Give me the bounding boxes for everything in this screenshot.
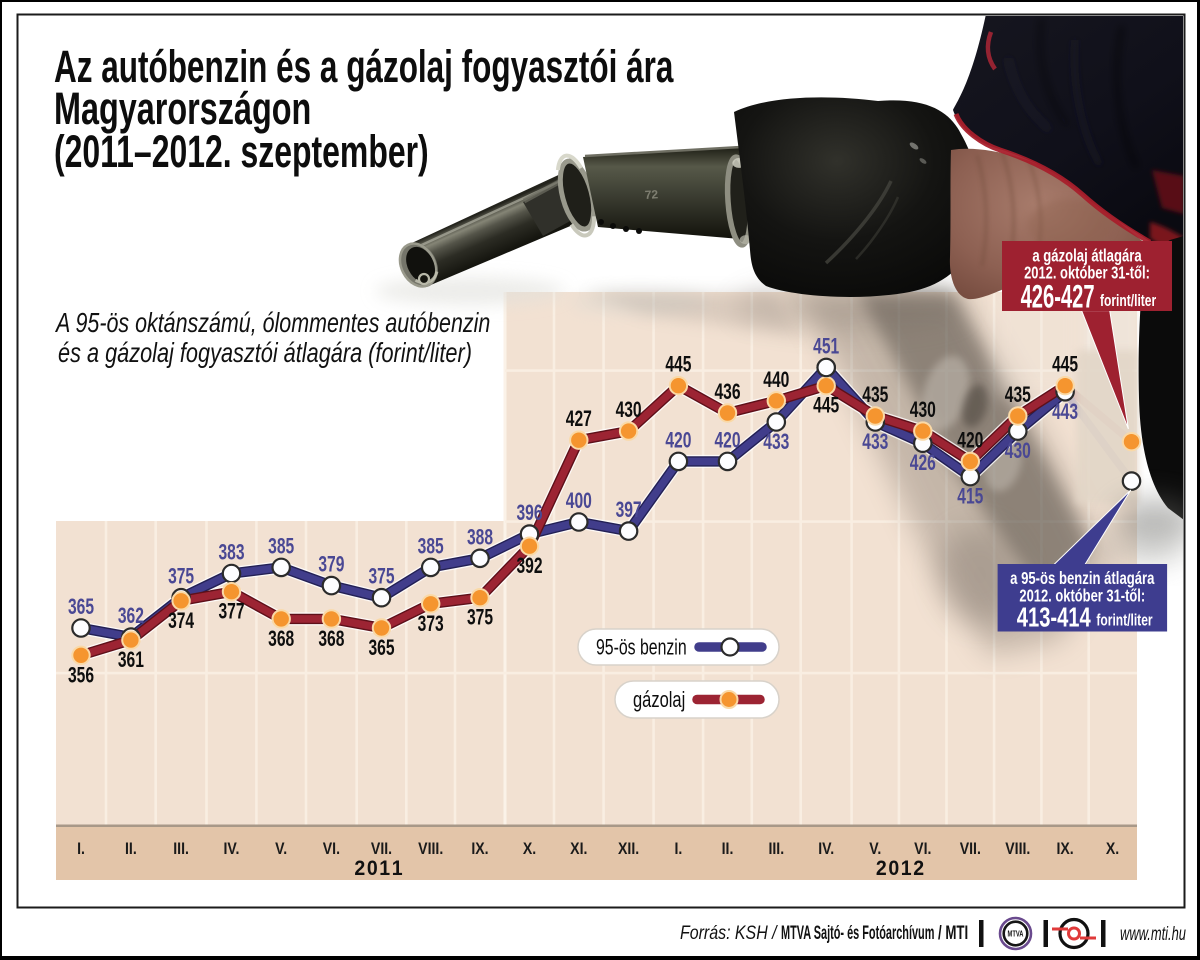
svg-text:435: 435 <box>862 384 888 408</box>
svg-text:388: 388 <box>467 526 493 550</box>
svg-text:445: 445 <box>813 394 839 418</box>
svg-text:433: 433 <box>862 431 888 455</box>
svg-text:III.: III. <box>768 840 784 858</box>
svg-text:95-ös benzin: 95-ös benzin <box>596 636 687 660</box>
svg-text:2012. október 31-től:: 2012. október 31-től: <box>1019 587 1145 606</box>
svg-text:377: 377 <box>218 600 244 624</box>
svg-text:2 0 1 1: 2 0 1 1 <box>354 857 402 880</box>
svg-text:375: 375 <box>368 565 394 589</box>
svg-text:a 95-ös benzin átlagára: a 95-ös benzin átlagára <box>1010 569 1155 588</box>
svg-text:368: 368 <box>318 627 344 651</box>
svg-text:I.: I. <box>77 840 85 858</box>
svg-text:420: 420 <box>714 429 740 453</box>
svg-text:445: 445 <box>1052 353 1078 377</box>
svg-text:II.: II. <box>125 840 137 858</box>
svg-text:III.: III. <box>173 840 189 858</box>
svg-text:MTVA Sajtó- és Fotóarchívum: MTVA Sajtó- és Fotóarchívum <box>781 923 934 944</box>
svg-text:IX.: IX. <box>471 840 488 858</box>
svg-text:392: 392 <box>516 555 542 579</box>
svg-text:MTVA: MTVA <box>1008 931 1024 939</box>
svg-text:gázolaj: gázolaj <box>633 688 685 713</box>
svg-text:VIII.: VIII. <box>1005 840 1030 858</box>
svg-text:433: 433 <box>763 431 789 455</box>
svg-text:443: 443 <box>1052 400 1078 424</box>
svg-text:374: 374 <box>168 609 194 633</box>
svg-text:II.: II. <box>722 840 734 858</box>
svg-text:373: 373 <box>418 612 444 636</box>
svg-text:435: 435 <box>1005 384 1031 408</box>
svg-text:361: 361 <box>118 649 144 673</box>
svg-text:420: 420 <box>665 429 691 453</box>
svg-text:375: 375 <box>168 565 194 589</box>
svg-text:400: 400 <box>566 490 592 514</box>
svg-text:és a gázolaj fogyasztói átlagá: és a gázolaj fogyasztói átlagára (forint… <box>58 339 472 369</box>
svg-text:356: 356 <box>68 664 94 688</box>
svg-text:(2011–2012. szeptember): (2011–2012. szeptember) <box>54 128 429 178</box>
svg-text:365: 365 <box>68 596 94 620</box>
svg-text:397: 397 <box>616 499 642 523</box>
svg-text:365: 365 <box>368 637 394 661</box>
svg-text:368: 368 <box>268 627 294 651</box>
svg-text:X.: X. <box>1106 840 1119 858</box>
svg-text:445: 445 <box>665 353 691 377</box>
svg-text:375: 375 <box>467 606 493 630</box>
svg-text:VI.: VI. <box>914 840 931 858</box>
svg-text:72: 72 <box>644 187 658 202</box>
svg-text:Forrás: KSH /: Forrás: KSH / <box>680 922 779 944</box>
svg-text:XII.: XII. <box>618 840 639 858</box>
svg-text:413-414: 413-414 <box>1017 602 1091 633</box>
svg-text:XI.: XI. <box>570 840 587 858</box>
svg-text:430: 430 <box>616 399 642 423</box>
svg-text:A 95-ös oktánszámú, ólommentes: A 95-ös oktánszámú, ólommentes autóbenzi… <box>54 309 490 339</box>
svg-text:415: 415 <box>957 485 983 509</box>
svg-text:V.: V. <box>869 840 881 858</box>
svg-text:379: 379 <box>318 553 344 577</box>
svg-text:/ MTI: / MTI <box>938 923 968 944</box>
svg-text:Az autóbenzin és a gázolaj fog: Az autóbenzin és a gázolaj fogyasztói ár… <box>54 43 674 93</box>
svg-text:396: 396 <box>516 502 542 526</box>
svg-text:forint/liter: forint/liter <box>1096 612 1152 630</box>
svg-text:426: 426 <box>910 452 936 476</box>
svg-text:436: 436 <box>714 381 740 405</box>
svg-text:forint/liter: forint/liter <box>1100 292 1156 310</box>
svg-text:IV.: IV. <box>818 840 834 858</box>
svg-text:385: 385 <box>268 535 294 559</box>
svg-text:430: 430 <box>910 399 936 423</box>
svg-text:362: 362 <box>118 605 144 629</box>
svg-text:385: 385 <box>418 535 444 559</box>
svg-text:Magyarországon: Magyarországon <box>54 85 311 134</box>
svg-text:2012. október 31-től:: 2012. október 31-től: <box>1024 264 1150 283</box>
svg-text:V.: V. <box>275 840 287 858</box>
svg-text:a gázolaj átlagára: a gázolaj átlagára <box>1032 247 1142 266</box>
svg-text:VII.: VII. <box>371 840 392 858</box>
svg-text:383: 383 <box>218 541 244 565</box>
svg-text:VI.: VI. <box>323 840 340 858</box>
svg-text:451: 451 <box>813 335 839 359</box>
svg-text:www.mti.hu: www.mti.hu <box>1120 924 1186 945</box>
svg-text:440: 440 <box>763 368 789 392</box>
svg-text:X.: X. <box>523 840 536 858</box>
svg-text:VIII.: VIII. <box>418 840 443 858</box>
svg-text:426-427: 426-427 <box>1021 279 1095 315</box>
svg-text:I.: I. <box>674 840 682 858</box>
svg-text:430: 430 <box>1005 440 1031 464</box>
svg-text:420: 420 <box>957 429 983 453</box>
svg-text:2 0 1 2: 2 0 1 2 <box>876 857 924 880</box>
svg-text:IV.: IV. <box>224 840 240 858</box>
svg-text:IX.: IX. <box>1056 840 1073 858</box>
svg-text:427: 427 <box>566 408 592 432</box>
svg-text:VII.: VII. <box>960 840 981 858</box>
